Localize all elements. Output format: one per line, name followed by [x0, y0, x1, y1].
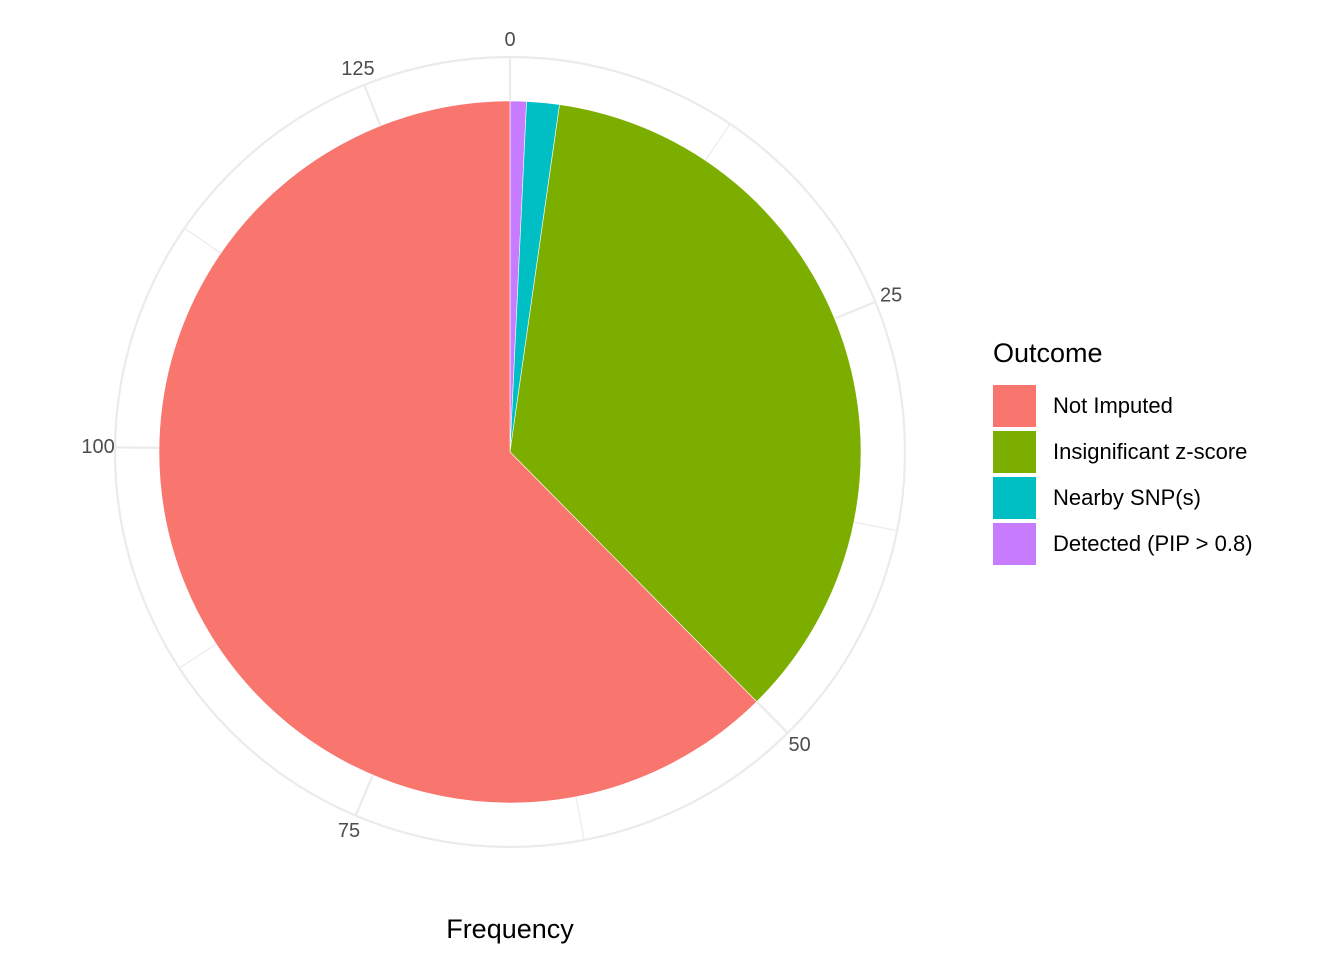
- angle-tick-labels: 0 25 50 75 100 125: [81, 29, 902, 842]
- legend-label: Insignificant z-score: [1053, 439, 1248, 464]
- legend-item: Insignificant z-score: [993, 429, 1253, 475]
- tick-label: 50: [788, 734, 810, 756]
- legend-item: Nearby SNP(s): [993, 475, 1253, 521]
- grid-spoke: [115, 446, 160, 449]
- legend-key-not-imputed: [993, 385, 1036, 427]
- grid-spoke: [363, 84, 382, 127]
- tick-label: 25: [880, 284, 902, 306]
- legend-label: Detected (PIP > 0.8): [1053, 531, 1253, 556]
- legend-key-insignificant-z-score: [993, 431, 1036, 473]
- tick-label: 125: [341, 58, 374, 80]
- legend-title: Outcome: [993, 338, 1103, 368]
- tick-label: 0: [504, 29, 515, 51]
- legend: Outcome Not Imputed Insignificant z-scor…: [993, 338, 1253, 567]
- pie-slice-not-imputed: [158, 100, 758, 804]
- grid-spoke: [755, 700, 789, 734]
- x-axis-title: Frequency: [446, 914, 574, 944]
- grid-spoke: [184, 227, 222, 254]
- legend-label: Not Imputed: [1053, 393, 1173, 418]
- pie-slices: [158, 100, 862, 804]
- legend-label: Nearby SNP(s): [1053, 485, 1201, 510]
- legend-key-detected: [993, 523, 1036, 565]
- grid-spoke: [354, 774, 374, 817]
- legend-key-nearby-snps: [993, 477, 1036, 519]
- legend-item: Not Imputed: [993, 383, 1253, 429]
- legend-item: Detected (PIP > 0.8): [993, 521, 1253, 567]
- grid-spoke: [575, 796, 585, 841]
- tick-label: 100: [81, 436, 114, 458]
- grid-spoke: [834, 300, 876, 320]
- grid-spoke: [704, 123, 731, 161]
- pie-slice-insignificant-z-score: [509, 104, 862, 703]
- grid-spoke: [178, 643, 217, 669]
- grid-spoke: [853, 521, 898, 532]
- polar-grid: [113, 55, 907, 849]
- tick-label: 75: [338, 820, 360, 842]
